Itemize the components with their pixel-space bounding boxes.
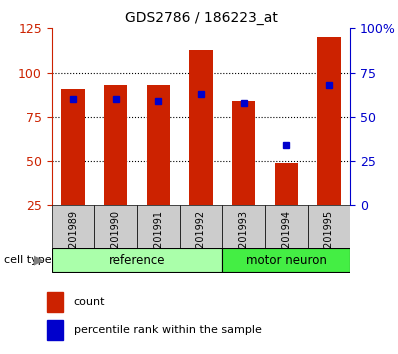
Bar xyxy=(61,88,85,205)
Text: GSM201991: GSM201991 xyxy=(153,210,163,269)
Bar xyxy=(146,85,170,205)
Text: GSM201989: GSM201989 xyxy=(68,210,78,269)
Text: GSM201992: GSM201992 xyxy=(196,210,206,269)
FancyBboxPatch shape xyxy=(52,248,222,272)
Bar xyxy=(275,163,298,205)
FancyBboxPatch shape xyxy=(222,205,265,248)
FancyBboxPatch shape xyxy=(52,205,94,248)
Text: count: count xyxy=(74,297,105,307)
Text: GSM201994: GSM201994 xyxy=(281,210,291,269)
FancyBboxPatch shape xyxy=(94,205,137,248)
Text: GSM201995: GSM201995 xyxy=(324,210,334,269)
FancyBboxPatch shape xyxy=(265,205,308,248)
FancyBboxPatch shape xyxy=(179,205,222,248)
Text: cell type: cell type xyxy=(4,255,52,265)
Bar xyxy=(47,292,64,312)
Bar xyxy=(189,50,213,205)
Bar xyxy=(104,85,127,205)
Text: motor neuron: motor neuron xyxy=(246,254,327,267)
Text: ▶: ▶ xyxy=(34,254,43,267)
FancyBboxPatch shape xyxy=(137,205,179,248)
FancyBboxPatch shape xyxy=(222,248,350,272)
Title: GDS2786 / 186223_at: GDS2786 / 186223_at xyxy=(125,11,277,24)
Text: GSM201993: GSM201993 xyxy=(239,210,249,269)
Text: reference: reference xyxy=(109,254,165,267)
Text: GSM201990: GSM201990 xyxy=(111,210,121,269)
Text: percentile rank within the sample: percentile rank within the sample xyxy=(74,325,261,335)
Bar xyxy=(47,320,64,340)
FancyBboxPatch shape xyxy=(308,205,350,248)
Bar xyxy=(317,37,341,205)
Bar xyxy=(232,101,256,205)
